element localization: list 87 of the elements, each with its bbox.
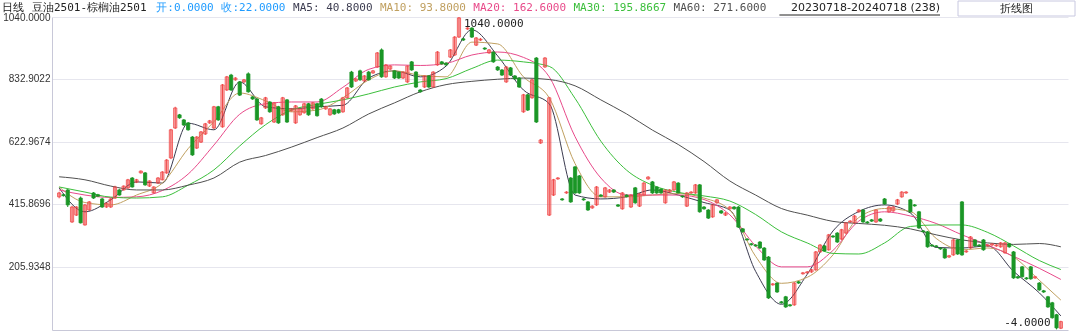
candlestick xyxy=(478,37,483,42)
line-series xyxy=(58,77,1062,248)
candlestick xyxy=(792,281,797,307)
candlestick xyxy=(594,185,599,207)
text: 折线图 xyxy=(1000,1,1033,15)
candlestick xyxy=(839,228,844,241)
candlestick xyxy=(211,105,216,130)
candlestick xyxy=(220,83,225,129)
candlestick xyxy=(487,48,492,55)
candlestick xyxy=(370,69,375,75)
candlestick xyxy=(521,93,526,114)
text: MA5: 40.8000 xyxy=(293,1,373,14)
candlestick xyxy=(383,63,388,79)
candlestick xyxy=(156,176,161,185)
candlestick xyxy=(736,205,741,229)
candlestick xyxy=(895,198,900,206)
candlestick xyxy=(456,16,461,39)
candlestick xyxy=(173,106,178,130)
candlestick xyxy=(994,243,999,248)
text: MA60: 271.6000 xyxy=(673,1,767,14)
candlestick xyxy=(904,190,909,195)
candlestick xyxy=(435,50,440,67)
candlestick xyxy=(551,178,556,197)
annotation: -4.0000 xyxy=(1004,316,1051,330)
candlestick xyxy=(770,282,775,287)
candlestick xyxy=(259,116,264,126)
candlestick xyxy=(224,75,229,92)
candlestick xyxy=(207,119,212,125)
candlestick xyxy=(646,175,651,181)
annotation: 1040.0000 xyxy=(463,17,524,30)
candlestick xyxy=(723,211,728,217)
candlestick xyxy=(607,188,612,194)
candlestick xyxy=(242,78,247,84)
candlestick xyxy=(689,190,694,195)
text: MA30: 195.8667 xyxy=(573,1,667,14)
chart-subtitle: 日线 xyxy=(2,1,24,14)
candlestick xyxy=(899,190,904,199)
candlestick xyxy=(603,186,608,199)
candlestick xyxy=(160,170,165,181)
candlestick xyxy=(547,96,552,217)
candlestick xyxy=(947,254,952,259)
candlestick xyxy=(465,26,470,31)
text: MA20: 162.6000 xyxy=(473,1,567,14)
candlestick xyxy=(452,35,457,57)
candlestick xyxy=(1033,275,1038,280)
candlestick xyxy=(199,130,204,144)
candlestick xyxy=(164,158,169,175)
y-tick-label: 622.9674 xyxy=(8,136,51,148)
text: 收:22.0000 xyxy=(221,1,286,14)
y-tick-label: 832.9022 xyxy=(8,73,51,85)
candlestick xyxy=(886,205,891,214)
candlestick xyxy=(280,96,285,117)
candlestick xyxy=(448,48,453,59)
candlestick xyxy=(964,249,969,254)
candlestick xyxy=(328,107,332,117)
candlestick xyxy=(990,242,995,247)
candlestick xyxy=(82,203,87,227)
text: 开:0.0000 xyxy=(156,1,214,14)
text: 20230718-20240718 (238) xyxy=(790,1,940,14)
candlestick xyxy=(297,107,302,117)
candlestick xyxy=(233,76,238,82)
candlestick xyxy=(590,204,595,210)
candlestick xyxy=(194,135,199,150)
chart-title: 豆油2501-棕榈油2501 xyxy=(32,1,147,14)
candlestick xyxy=(293,104,298,125)
candlestick xyxy=(693,183,698,195)
candlestick xyxy=(401,70,406,80)
candlestick xyxy=(1058,320,1063,330)
candlestick xyxy=(530,78,535,100)
y-tick-label: 205.9348 xyxy=(8,261,51,273)
candlestick xyxy=(542,56,547,69)
candlestick xyxy=(800,271,805,276)
candlestick xyxy=(809,268,814,274)
candlestick xyxy=(710,203,715,219)
text: MA10: 93.8000 xyxy=(379,1,466,14)
y-tick-label: 1040.0000 xyxy=(3,11,51,23)
candlestick xyxy=(714,198,719,205)
candlestick xyxy=(555,176,560,181)
candlestick xyxy=(190,135,195,157)
candlestick xyxy=(564,190,569,195)
candlestick xyxy=(246,71,251,94)
candlestick xyxy=(843,221,848,235)
candlestick xyxy=(168,128,173,160)
y-tick-label: 415.8696 xyxy=(8,198,51,210)
candlestick xyxy=(538,138,543,145)
candlestick xyxy=(813,250,818,272)
candlestick xyxy=(138,170,143,174)
